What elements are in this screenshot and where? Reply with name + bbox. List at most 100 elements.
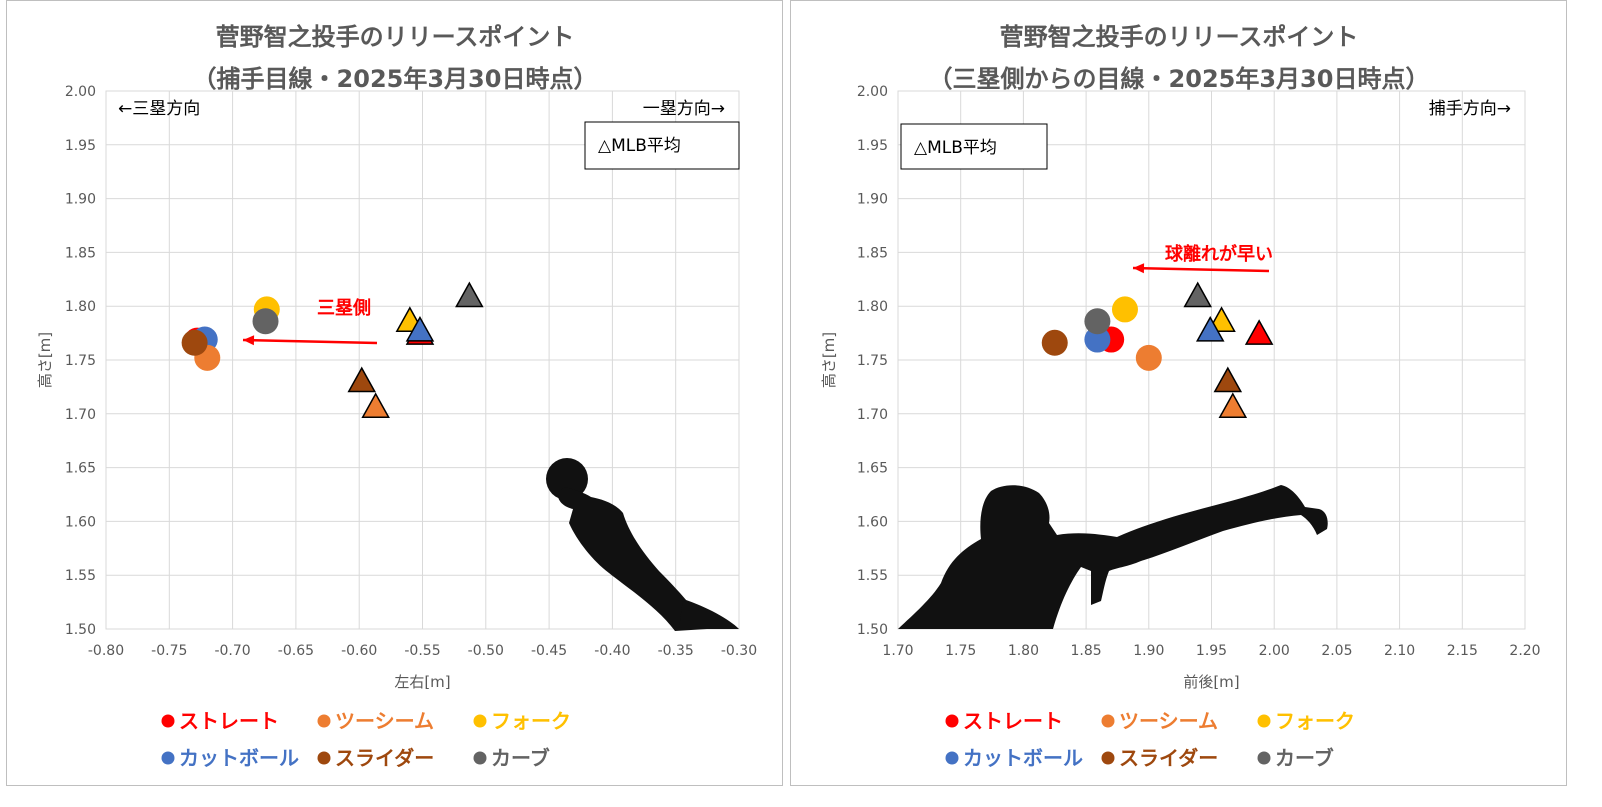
y-tick-label: 1.70 <box>65 407 96 423</box>
x-tick-label: 1.80 <box>1008 643 1039 659</box>
legend-label: スライダー <box>335 746 434 770</box>
x-axis-label: 左右[m] <box>394 673 450 691</box>
player-point-circle <box>1135 344 1162 371</box>
direction-label-right: 一塁方向→ <box>643 99 725 119</box>
baseball-glyph <box>546 458 588 500</box>
x-tick-label: 2.15 <box>1447 643 1478 659</box>
x-tick-label: -0.45 <box>531 643 567 659</box>
x-tick-label: -0.60 <box>341 643 377 659</box>
chart-panel-third-base-view: 菅野智之投手のリリースポイント （三塁側からの目線・2025年3月30日時点） 1.… <box>790 0 1567 786</box>
legend-marker <box>1257 751 1271 765</box>
mlb-point-triangle <box>1183 281 1212 308</box>
legend-marker <box>161 714 175 728</box>
x-tick-label: 2.05 <box>1321 643 1352 659</box>
x-tick-label: 2.20 <box>1509 643 1540 659</box>
annotation-text: 三塁側 <box>317 297 371 319</box>
x-tick-label: -0.30 <box>721 643 757 659</box>
mlb-point-triangle <box>455 281 484 308</box>
mlb-point-triangle <box>1244 319 1274 345</box>
legend-label: カーブ <box>1275 746 1334 770</box>
pitcher-shoulder <box>679 599 739 629</box>
x-tick-label: -0.80 <box>88 643 124 659</box>
legend-marker <box>1257 714 1271 728</box>
annotation-text: 球離れが早い <box>1165 243 1273 265</box>
y-tick-label: 2.00 <box>857 84 888 100</box>
legend-label: フォーク <box>1275 709 1355 733</box>
x-tick-label: 1.95 <box>1196 643 1227 659</box>
y-tick-label: 1.60 <box>65 514 96 530</box>
player-point-circle <box>181 329 208 356</box>
chart-third-base-view: 菅野智之投手のリリースポイント （三塁側からの目線・2025年3月30日時点） 1.… <box>820 23 1541 770</box>
x-tick-label: -0.40 <box>594 643 630 659</box>
mlb-legend-box <box>584 121 740 170</box>
mlb-point-triangle <box>361 392 390 419</box>
player-point-circle <box>252 308 279 335</box>
chart-subtitle: （捕手目線・2025年3月30日時点） <box>193 65 598 93</box>
mlb-point-triangle <box>405 315 435 342</box>
x-tick-label: 2.00 <box>1259 643 1290 659</box>
legend-label: フォーク <box>491 709 571 733</box>
player-point-circle <box>1041 329 1068 356</box>
direction-label-left: ←三塁方向 <box>118 99 200 119</box>
player-point-circle <box>1111 296 1138 323</box>
mlb-legend-label: △MLB平均 <box>598 136 681 156</box>
legend-marker <box>1101 751 1115 765</box>
y-tick-label: 1.55 <box>65 568 96 584</box>
legend-label: ストレート <box>179 709 279 733</box>
legend-marker <box>1101 714 1115 728</box>
legend-label: カットボール <box>963 746 1083 770</box>
legend-label: ツーシーム <box>1119 709 1218 733</box>
legend-marker <box>473 714 487 728</box>
x-tick-label: 1.90 <box>1133 643 1164 659</box>
chart-panel-catcher-view: 菅野智之投手のリリースポイント （捕手目線・2025年3月30日時点） -0.80 -… <box>6 0 783 786</box>
x-tick-label: -0.70 <box>214 643 250 659</box>
y-tick-label: 1.65 <box>857 461 888 477</box>
x-axis-label: 前後[m] <box>1183 673 1239 691</box>
player-point-circle <box>1084 326 1111 353</box>
y-tick-label: 1.90 <box>857 192 888 208</box>
mlb-point-triangle <box>1213 366 1243 393</box>
x-tick-label: 2.10 <box>1384 643 1415 659</box>
x-tick-label: 1.70 <box>882 643 913 659</box>
player-point-circle <box>1084 308 1111 335</box>
annotation-arrowhead <box>1133 263 1145 274</box>
legend-label: カーブ <box>491 746 550 770</box>
y-tick-label: 1.90 <box>65 192 96 208</box>
x-tick-label: -0.55 <box>404 643 440 659</box>
mlb-point-triangle <box>1218 392 1248 419</box>
mlb-legend-box <box>900 123 1048 170</box>
y-tick-label: 1.75 <box>65 353 96 369</box>
y-tick-label: 2.00 <box>65 84 96 100</box>
y-tick-label: 1.60 <box>857 514 888 530</box>
pitcher-silhouette-side <box>898 485 1328 629</box>
x-tick-label: -0.65 <box>278 643 314 659</box>
pitcher-arm <box>557 487 707 631</box>
chart-title: 菅野智之投手のリリースポイント <box>216 23 575 51</box>
y-tick-label: 1.55 <box>857 568 888 584</box>
mlb-legend-label: △MLB平均 <box>914 138 997 158</box>
y-tick-label: 1.65 <box>65 461 96 477</box>
legend-marker <box>161 751 175 765</box>
y-tick-label: 1.80 <box>857 299 888 315</box>
legend-marker <box>945 714 959 728</box>
x-tick-label: 1.75 <box>945 643 976 659</box>
y-axis-label: 高さ[m] <box>36 332 54 388</box>
legend-marker <box>317 751 331 765</box>
legend-marker <box>317 714 331 728</box>
legend-marker <box>473 751 487 765</box>
mlb-point-triangle <box>347 366 377 393</box>
y-tick-label: 1.95 <box>65 138 96 154</box>
pitcher-silhouette-front <box>546 458 739 631</box>
annotation-arrow <box>242 338 378 345</box>
y-axis-label: 高さ[m] <box>820 332 838 388</box>
y-tick-label: 1.50 <box>857 622 888 638</box>
x-tick-label: 1.85 <box>1071 643 1102 659</box>
y-tick-label: 1.85 <box>857 245 888 261</box>
y-tick-label: 1.85 <box>65 245 96 261</box>
x-tick-label: -0.75 <box>151 643 187 659</box>
legend-label: ストレート <box>963 709 1063 733</box>
y-tick-label: 1.70 <box>857 407 888 423</box>
y-tick-label: 1.50 <box>65 622 96 638</box>
y-tick-label: 1.95 <box>857 138 888 154</box>
annotation-arrow <box>1132 266 1270 273</box>
